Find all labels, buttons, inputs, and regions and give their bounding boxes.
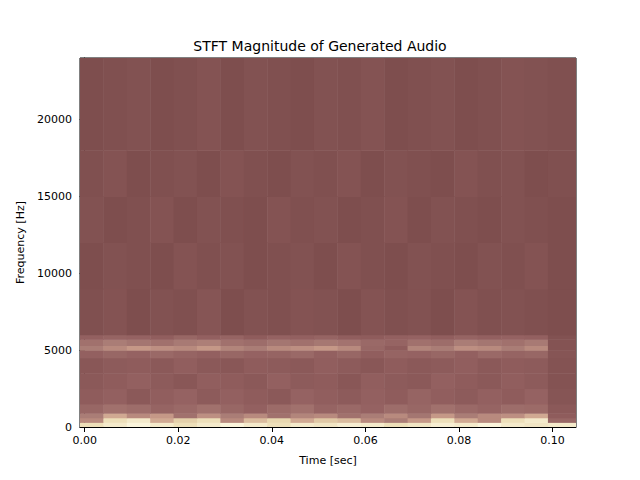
svg-text:0: 0 <box>65 421 72 434</box>
svg-text:0.00: 0.00 <box>72 434 97 447</box>
svg-text:0.04: 0.04 <box>260 434 285 447</box>
svg-text:0.10: 0.10 <box>540 434 565 447</box>
svg-text:STFT Magnitude of Generated Au: STFT Magnitude of Generated Audio <box>193 38 446 54</box>
svg-text:15000: 15000 <box>37 190 72 203</box>
svg-text:20000: 20000 <box>37 113 72 126</box>
svg-text:10000: 10000 <box>37 267 72 280</box>
svg-text:0.08: 0.08 <box>447 434 472 447</box>
svg-text:Frequency [Hz]: Frequency [Hz] <box>14 201 27 284</box>
svg-text:0.06: 0.06 <box>353 434 378 447</box>
svg-text:Time [sec]: Time [sec] <box>298 454 357 467</box>
svg-text:0.02: 0.02 <box>166 434 191 447</box>
svg-text:5000: 5000 <box>44 344 72 357</box>
